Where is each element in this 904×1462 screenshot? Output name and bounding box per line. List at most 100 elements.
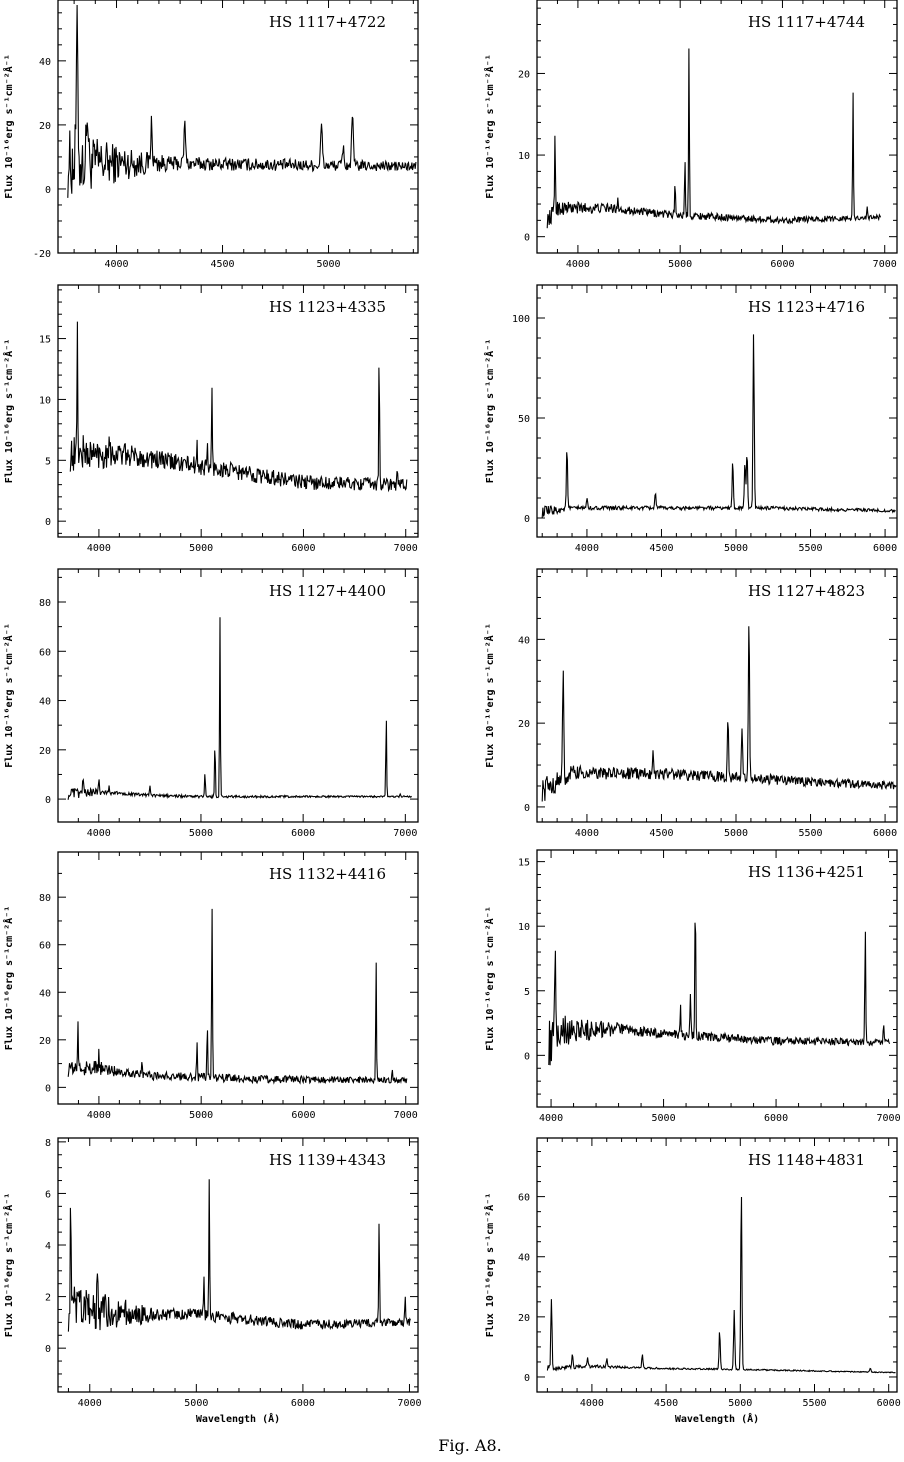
y-tick-label: 2 xyxy=(45,1293,51,1304)
x-tick-label: 6000 xyxy=(873,828,897,839)
spectrum-panel: 4000 5000 6000 7000 0 20 40 60 80 HS 1127+4400 Flu… xyxy=(2,568,419,839)
y-tick-label: 60 xyxy=(518,1193,530,1204)
y-tick-label: 40 xyxy=(39,57,51,68)
y-tick-label: 5 xyxy=(45,456,51,467)
y-axis-label: Flux 10⁻¹⁶erg s⁻¹cm⁻²Å⁻¹ xyxy=(483,54,496,199)
panel-title: HS 1123+4335 xyxy=(269,298,386,316)
y-axis-label: Flux 10⁻¹⁶erg s⁻¹cm⁻²Å⁻¹ xyxy=(2,339,15,484)
x-tick-label: 5000 xyxy=(724,828,748,839)
panel-title: HS 1127+4823 xyxy=(748,582,865,600)
x-tick-label: 5500 xyxy=(798,828,822,839)
plot-frame xyxy=(536,568,898,823)
y-tick-label: 10 xyxy=(518,151,530,162)
spectrum-panel: 4000 5000 6000 7000 0 10 20 HS 1117+4744 Flux 10… xyxy=(483,0,898,270)
y-tick-label: 60 xyxy=(39,647,51,658)
panel-title: HS 1148+4831 xyxy=(748,1151,865,1169)
x-tick-label: 5000 xyxy=(184,1398,208,1409)
spectrum-line xyxy=(67,1179,411,1332)
y-tick-label: 0 xyxy=(524,803,530,814)
spectrum-line xyxy=(546,1196,896,1374)
x-tick-label: 5000 xyxy=(668,259,692,270)
x-tick-label: 7000 xyxy=(394,1110,418,1121)
y-tick-label: 8 xyxy=(45,1138,51,1149)
x-tick-label: 7000 xyxy=(877,1113,901,1124)
x-tick-label: 7000 xyxy=(397,1398,421,1409)
spectrum-line xyxy=(69,321,408,493)
y-axis-label: Flux 10⁻¹⁶erg s⁻¹cm⁻²Å⁻¹ xyxy=(2,1193,15,1338)
spectrum-line xyxy=(67,908,408,1085)
tick-marks xyxy=(537,850,897,1108)
spectrum-panel: 4000 4500 5000 5500 6000 0 20 40 HS 1127+4823 Flu… xyxy=(483,568,898,839)
y-tick-label: 0 xyxy=(45,517,51,528)
plot-frame xyxy=(536,849,898,1108)
x-tick-label: 4000 xyxy=(87,1110,111,1121)
y-tick-label: 40 xyxy=(39,697,51,708)
x-axis-label: Wavelength (Å) xyxy=(675,1412,759,1425)
spectrum-panel: 4000 4500 5000 -20 0 20 40 HS 1117+4722 Flux 10⁻… xyxy=(2,0,419,270)
y-tick-label: 20 xyxy=(518,1313,530,1324)
x-axis-label: Wavelength (Å) xyxy=(196,1412,280,1425)
tick-marks xyxy=(57,852,418,1104)
y-tick-label: 0 xyxy=(45,795,51,806)
y-axis-label: Flux 10⁻¹⁶erg s⁻¹cm⁻²Å⁻¹ xyxy=(2,54,15,199)
spectrum-panel: 4000 5000 6000 7000 0 20 40 60 80 HS 1132+4416 Flu… xyxy=(2,851,419,1121)
plot-frame xyxy=(536,284,898,538)
x-tick-label: 6000 xyxy=(873,543,897,554)
plot-frame xyxy=(57,0,419,254)
y-tick-label: 0 xyxy=(45,1344,51,1355)
y-tick-label: -20 xyxy=(33,249,51,260)
y-tick-label: 0 xyxy=(524,1373,530,1384)
plot-frame xyxy=(536,0,898,254)
y-tick-label: 0 xyxy=(524,514,530,525)
x-tick-label: 4500 xyxy=(654,1398,678,1409)
x-tick-label: 5000 xyxy=(189,543,213,554)
x-tick-label: 5000 xyxy=(724,543,748,554)
x-tick-label: 4500 xyxy=(649,828,673,839)
y-tick-label: 20 xyxy=(39,121,51,132)
plot-frame xyxy=(57,284,419,538)
spectrum-line xyxy=(541,626,897,802)
y-tick-label: 20 xyxy=(39,746,51,757)
y-tick-label: 15 xyxy=(518,858,530,869)
x-tick-label: 5000 xyxy=(189,1110,213,1121)
y-tick-label: 20 xyxy=(518,69,530,80)
x-tick-label: 6000 xyxy=(291,543,315,554)
y-tick-label: 50 xyxy=(518,414,530,425)
y-tick-label: 5 xyxy=(524,987,530,998)
y-tick-label: 0 xyxy=(524,233,530,244)
y-tick-label: 0 xyxy=(45,1083,51,1094)
y-tick-label: 80 xyxy=(39,893,51,904)
spectrum-panel: 4000 5000 6000 7000 0 2 4 6 8 HS 1139+4343 Flux 10… xyxy=(2,1137,422,1425)
x-tick-label: 5000 xyxy=(316,259,340,270)
x-tick-label: 5000 xyxy=(189,828,213,839)
spectrum-panel: 4000 4500 5000 5500 6000 0 50 100 HS 1123+4716 Fl… xyxy=(483,284,898,554)
plot-frame xyxy=(57,1137,419,1393)
y-tick-label: 40 xyxy=(518,635,530,646)
spectrum-line xyxy=(541,334,896,518)
x-tick-label: 6000 xyxy=(291,828,315,839)
plot-frame xyxy=(536,1137,898,1393)
y-axis-label: Flux 10⁻¹⁶erg s⁻¹cm⁻²Å⁻¹ xyxy=(483,1193,496,1338)
y-axis-label: Flux 10⁻¹⁶erg s⁻¹cm⁻²Å⁻¹ xyxy=(2,623,15,768)
x-tick-label: 7000 xyxy=(393,828,417,839)
y-tick-label: 15 xyxy=(39,335,51,346)
y-axis-label: Flux 10⁻¹⁶erg s⁻¹cm⁻²Å⁻¹ xyxy=(483,623,496,768)
panel-title: HS 1123+4716 xyxy=(748,298,865,316)
y-tick-label: 4 xyxy=(45,1241,51,1252)
tick-marks xyxy=(58,1138,418,1392)
y-tick-label: 6 xyxy=(45,1189,51,1200)
plot-frame xyxy=(57,568,419,823)
tick-marks xyxy=(58,569,418,822)
x-tick-label: 6000 xyxy=(291,1398,315,1409)
x-tick-label: 4500 xyxy=(649,543,673,554)
tick-marks xyxy=(58,0,418,254)
panel-title: HS 1127+4400 xyxy=(269,582,386,600)
plot-frame xyxy=(57,851,419,1105)
y-tick-label: 80 xyxy=(39,598,51,609)
x-tick-label: 6000 xyxy=(764,1113,788,1124)
figure-caption: Fig. A8. xyxy=(438,1436,502,1455)
y-axis-label: Flux 10⁻¹⁶erg s⁻¹cm⁻²Å⁻¹ xyxy=(2,906,15,1051)
x-tick-label: 4500 xyxy=(210,259,234,270)
x-tick-label: 4000 xyxy=(575,543,599,554)
tick-marks xyxy=(57,285,418,537)
